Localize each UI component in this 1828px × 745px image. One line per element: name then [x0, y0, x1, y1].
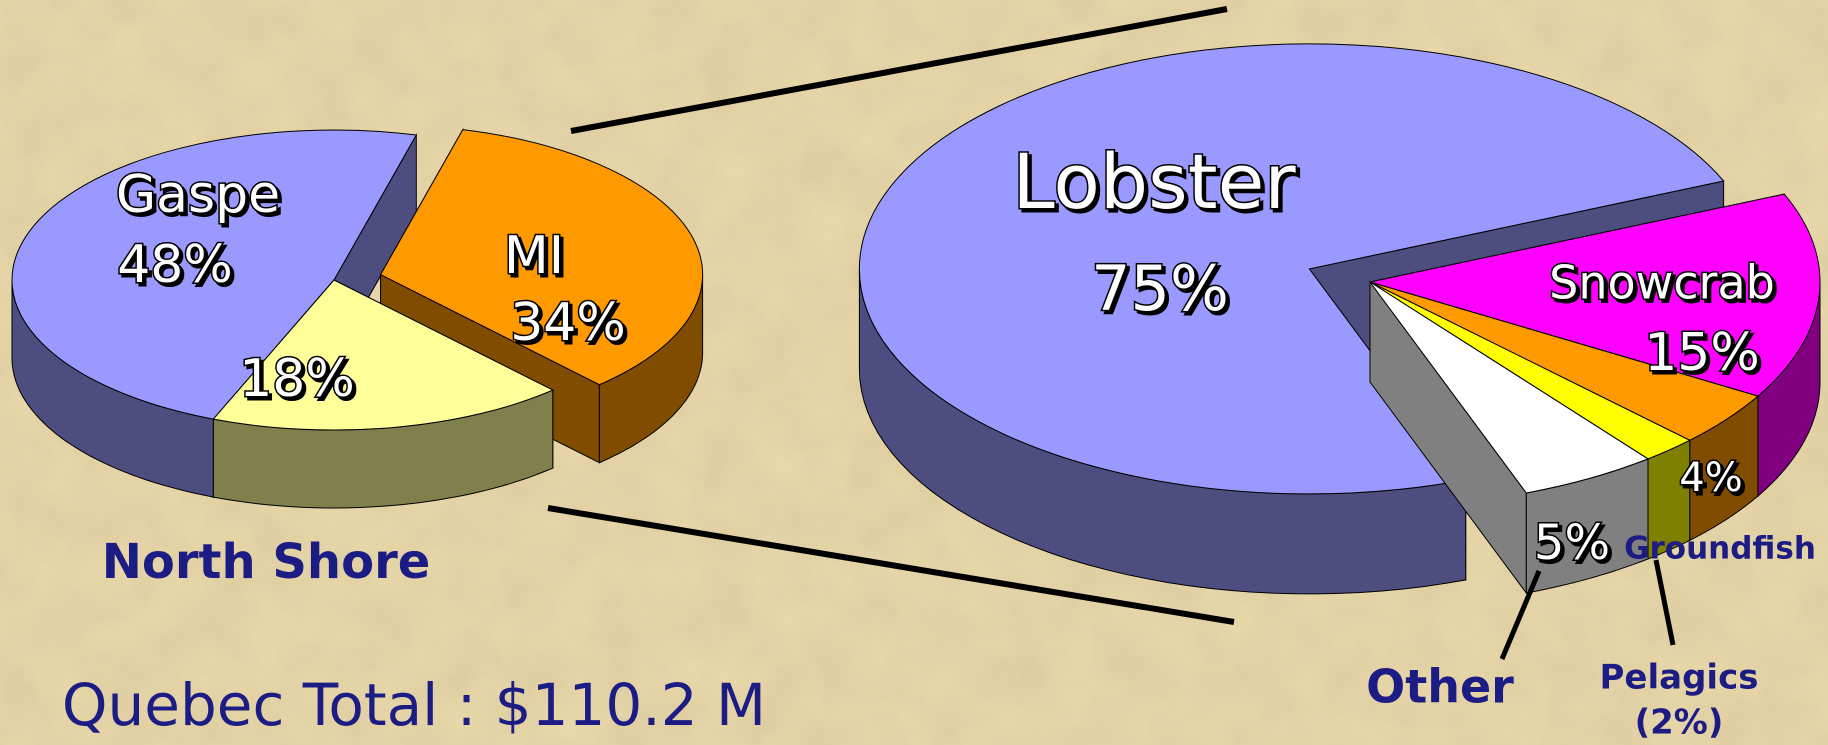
slice-label: Gaspe: [116, 165, 280, 225]
value-label: 48%: [117, 235, 233, 295]
value-label: 75%: [1091, 252, 1229, 325]
slice: [1369, 193, 1821, 397]
value-label: (2%): [1635, 703, 1724, 743]
slice-label: Snowcrab: [1549, 256, 1775, 310]
slice-label: Pelagics: [1600, 658, 1759, 698]
slice-label: North Shore: [102, 534, 431, 590]
value-label: 5%: [1534, 515, 1610, 571]
slice: [379, 129, 704, 386]
slice-label: Groundfish: [1624, 531, 1816, 567]
leader-line: [1653, 559, 1676, 646]
leader-line: [1499, 570, 1542, 660]
slice-label: MI: [504, 226, 564, 286]
slice: [1369, 281, 1650, 494]
value-label: 15%: [1644, 323, 1760, 383]
slice-label: Other: [1366, 660, 1514, 714]
pies: [11, 43, 1821, 595]
connector: [547, 505, 1235, 625]
value-label: 34%: [510, 293, 626, 353]
value-label: 18%: [239, 349, 355, 409]
slice: [11, 129, 418, 420]
annotation: Quebec Total : $110.2 M: [62, 671, 766, 739]
slice-label: Lobster: [1012, 137, 1296, 226]
connector: [570, 6, 1228, 134]
value-label: 4%: [1679, 455, 1742, 501]
slice: [858, 43, 1725, 495]
slice: [212, 279, 554, 431]
